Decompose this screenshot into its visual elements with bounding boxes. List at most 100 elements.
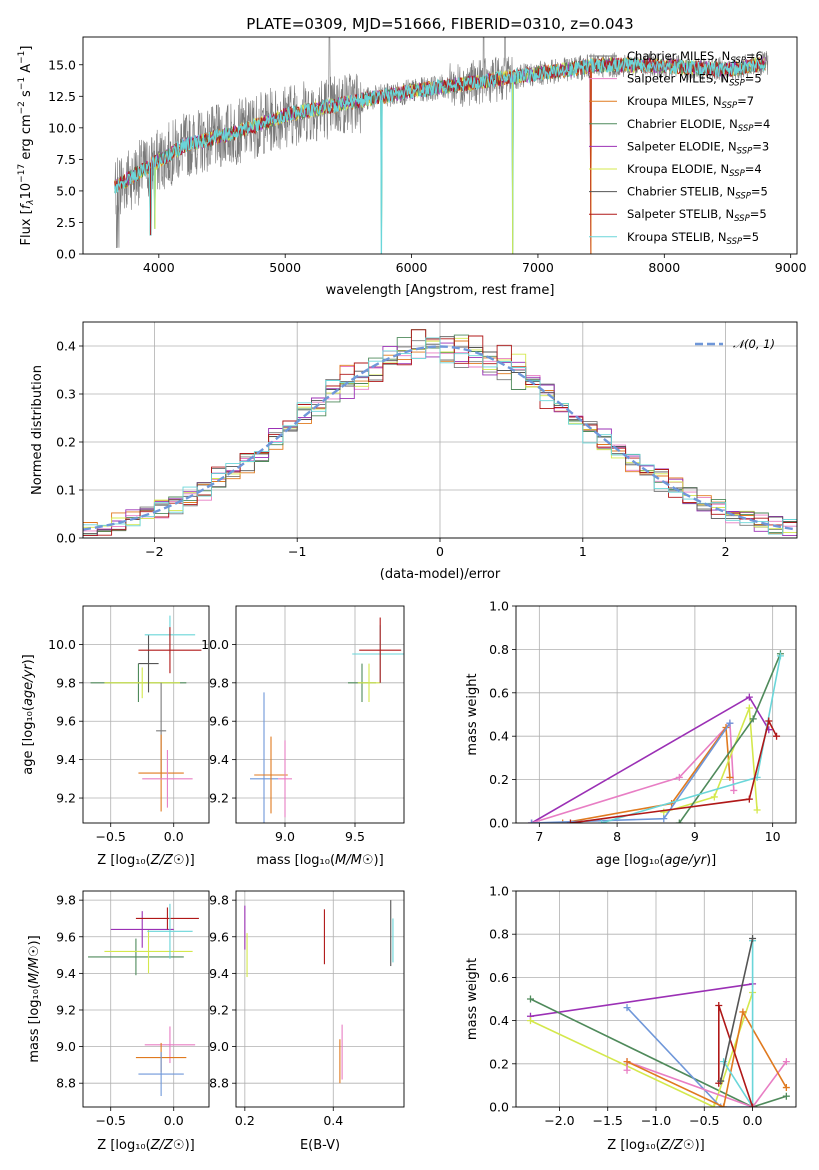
y-tick-label: 0.6 bbox=[489, 685, 509, 700]
axis-label: E(B-V) bbox=[300, 1138, 340, 1153]
y-tick-label: 1.0 bbox=[489, 599, 509, 614]
y-tick-label: 9.8 bbox=[209, 893, 229, 908]
axes-frame bbox=[82, 890, 210, 1108]
legend-text: Salpeter MILES, N bbox=[627, 72, 729, 86]
weight-point-marker bbox=[717, 1077, 725, 1085]
label-part: Z/Z☉ bbox=[150, 853, 185, 868]
y-tick-label: 0.4 bbox=[489, 729, 509, 744]
normal-curve bbox=[83, 345, 797, 531]
weight-series-line bbox=[531, 722, 731, 823]
x-tick-label: 10 bbox=[765, 829, 781, 844]
weight-point-marker bbox=[710, 793, 718, 801]
label-part: E(B-V) bbox=[300, 1138, 340, 1153]
label-part: )] bbox=[21, 654, 36, 664]
legend-sub: SSP bbox=[722, 101, 738, 111]
label-part: wavelength [Angstrom, rest frame] bbox=[326, 283, 555, 298]
spectrum-panel: 4000 5000 6000 7000 8000 9000 0.0 2.5 5.0 7.5 10.0… bbox=[17, 36, 807, 298]
legend-sub: SSP bbox=[734, 214, 750, 224]
weight-point-marker bbox=[528, 819, 536, 823]
axis-label: age [log₁₀(age/yr)] bbox=[596, 853, 717, 868]
weight-series-line bbox=[530, 983, 753, 1018]
label-part: −1 bbox=[17, 77, 27, 90]
axes-frame bbox=[82, 36, 798, 255]
y-tick-label: 9.4 bbox=[56, 752, 76, 767]
x-tick-label: 9.0 bbox=[275, 829, 295, 844]
weight-series-line bbox=[722, 940, 754, 1107]
weight-series-line bbox=[719, 938, 754, 1082]
legend-suffix: =6 bbox=[746, 49, 763, 63]
label-part: λ bbox=[26, 199, 36, 205]
weight-point-marker bbox=[745, 795, 753, 803]
axis-label: wavelength [Angstrom, rest frame] bbox=[326, 283, 555, 298]
axis-label: Flux [fλ10−17 erg cm−2 s−1 A−1] bbox=[17, 46, 36, 246]
axis-label: Z [log₁₀(Z/Z☉)] bbox=[97, 1138, 194, 1153]
mass_vs_ebv-panel: 0.2 0.4 8.8 9.0 9.2 9.4 9.6 9.8 E(B-V) bbox=[209, 890, 405, 1153]
mass_vs_ebv-plot-area bbox=[244, 900, 394, 1084]
weight-point-marker bbox=[675, 773, 683, 781]
x-tick-label: −2 bbox=[145, 544, 163, 559]
weight-series-line bbox=[562, 725, 731, 823]
axes-frame bbox=[235, 890, 405, 1108]
y-tick-label: 12.5 bbox=[48, 89, 76, 104]
legend-suffix: =5 bbox=[751, 185, 768, 199]
y-tick-label: 9.2 bbox=[209, 791, 229, 806]
weight-series-line bbox=[663, 707, 758, 813]
weight-point-marker bbox=[782, 1058, 790, 1066]
residuals-plot-area bbox=[83, 329, 797, 537]
legend-suffix: =5 bbox=[742, 230, 759, 244]
observed-spectrum-line bbox=[114, 37, 769, 248]
y-tick-label: 9.4 bbox=[209, 966, 229, 981]
axis-label: mass weight bbox=[465, 958, 480, 1040]
label-part: f bbox=[19, 202, 34, 209]
legend-text: Kroupa ELODIE, N bbox=[627, 162, 729, 176]
weight_vs_Z-plot-area bbox=[526, 935, 790, 1107]
label-part: age/yr bbox=[664, 853, 707, 868]
x-tick-label: 7 bbox=[535, 829, 543, 844]
weight-series-line bbox=[531, 696, 770, 823]
legend-label: Salpeter ELODIE, NSSP=3 bbox=[627, 139, 769, 156]
weight-point-marker bbox=[749, 715, 757, 723]
legend-text: Kroupa STELIB, N bbox=[627, 230, 727, 244]
weight-point-marker bbox=[623, 1004, 631, 1012]
y-tick-label: 0.0 bbox=[56, 247, 76, 262]
x-tick-label: 9000 bbox=[775, 260, 807, 275]
legend-text: Kroupa MILES, N bbox=[627, 94, 722, 108]
label-part: M/M☉ bbox=[27, 945, 42, 983]
histogram-step bbox=[83, 337, 797, 535]
age_vs_Z-panel: −0.5 0.09.29.49.69.810.0Z [log₁₀(Z/Z☉)]ag… bbox=[21, 605, 210, 868]
legend-suffix: =4 bbox=[753, 117, 770, 131]
weight-point-marker bbox=[720, 1058, 728, 1066]
legend-sub: SSP bbox=[729, 169, 745, 179]
weight-point-marker bbox=[753, 806, 761, 814]
y-tick-label: 10.0 bbox=[48, 637, 76, 652]
legend-text: Salpeter STELIB, N bbox=[627, 207, 734, 221]
label-part: age/yr bbox=[21, 663, 36, 706]
axes-frame bbox=[235, 605, 405, 824]
legend-sub: SSP bbox=[729, 79, 745, 89]
weight-point-marker bbox=[660, 815, 668, 823]
y-tick-label: 9.0 bbox=[56, 1039, 76, 1054]
spectrum-plot-area bbox=[114, 37, 769, 254]
y-tick-label: 0.2 bbox=[489, 1056, 509, 1071]
weight-point-marker bbox=[726, 773, 734, 781]
x-tick-label: 8000 bbox=[648, 260, 680, 275]
weight-point-marker bbox=[745, 704, 753, 712]
label-part: )] bbox=[185, 853, 195, 868]
x-tick-label: 0.2 bbox=[235, 1113, 255, 1128]
weight-series-line bbox=[626, 1060, 787, 1107]
weight-point-marker bbox=[559, 819, 567, 823]
weight-series-line bbox=[570, 718, 778, 823]
x-tick-label: 9.5 bbox=[345, 829, 365, 844]
weight-point-marker bbox=[598, 819, 606, 823]
y-tick-label: 0.3 bbox=[56, 387, 76, 402]
y-tick-label: 10.0 bbox=[201, 637, 229, 652]
axis-label: mass [log₁₀(M/M☉)] bbox=[27, 935, 42, 1062]
legend-suffix: =5 bbox=[745, 72, 762, 86]
mass_vs_Z-plot-area bbox=[88, 903, 199, 1097]
axis-label: Normed distribution bbox=[30, 365, 45, 495]
x-tick-label: 5000 bbox=[269, 260, 301, 275]
weight-point-marker bbox=[730, 786, 738, 794]
label-part: mass [log₁₀( bbox=[27, 984, 42, 1063]
